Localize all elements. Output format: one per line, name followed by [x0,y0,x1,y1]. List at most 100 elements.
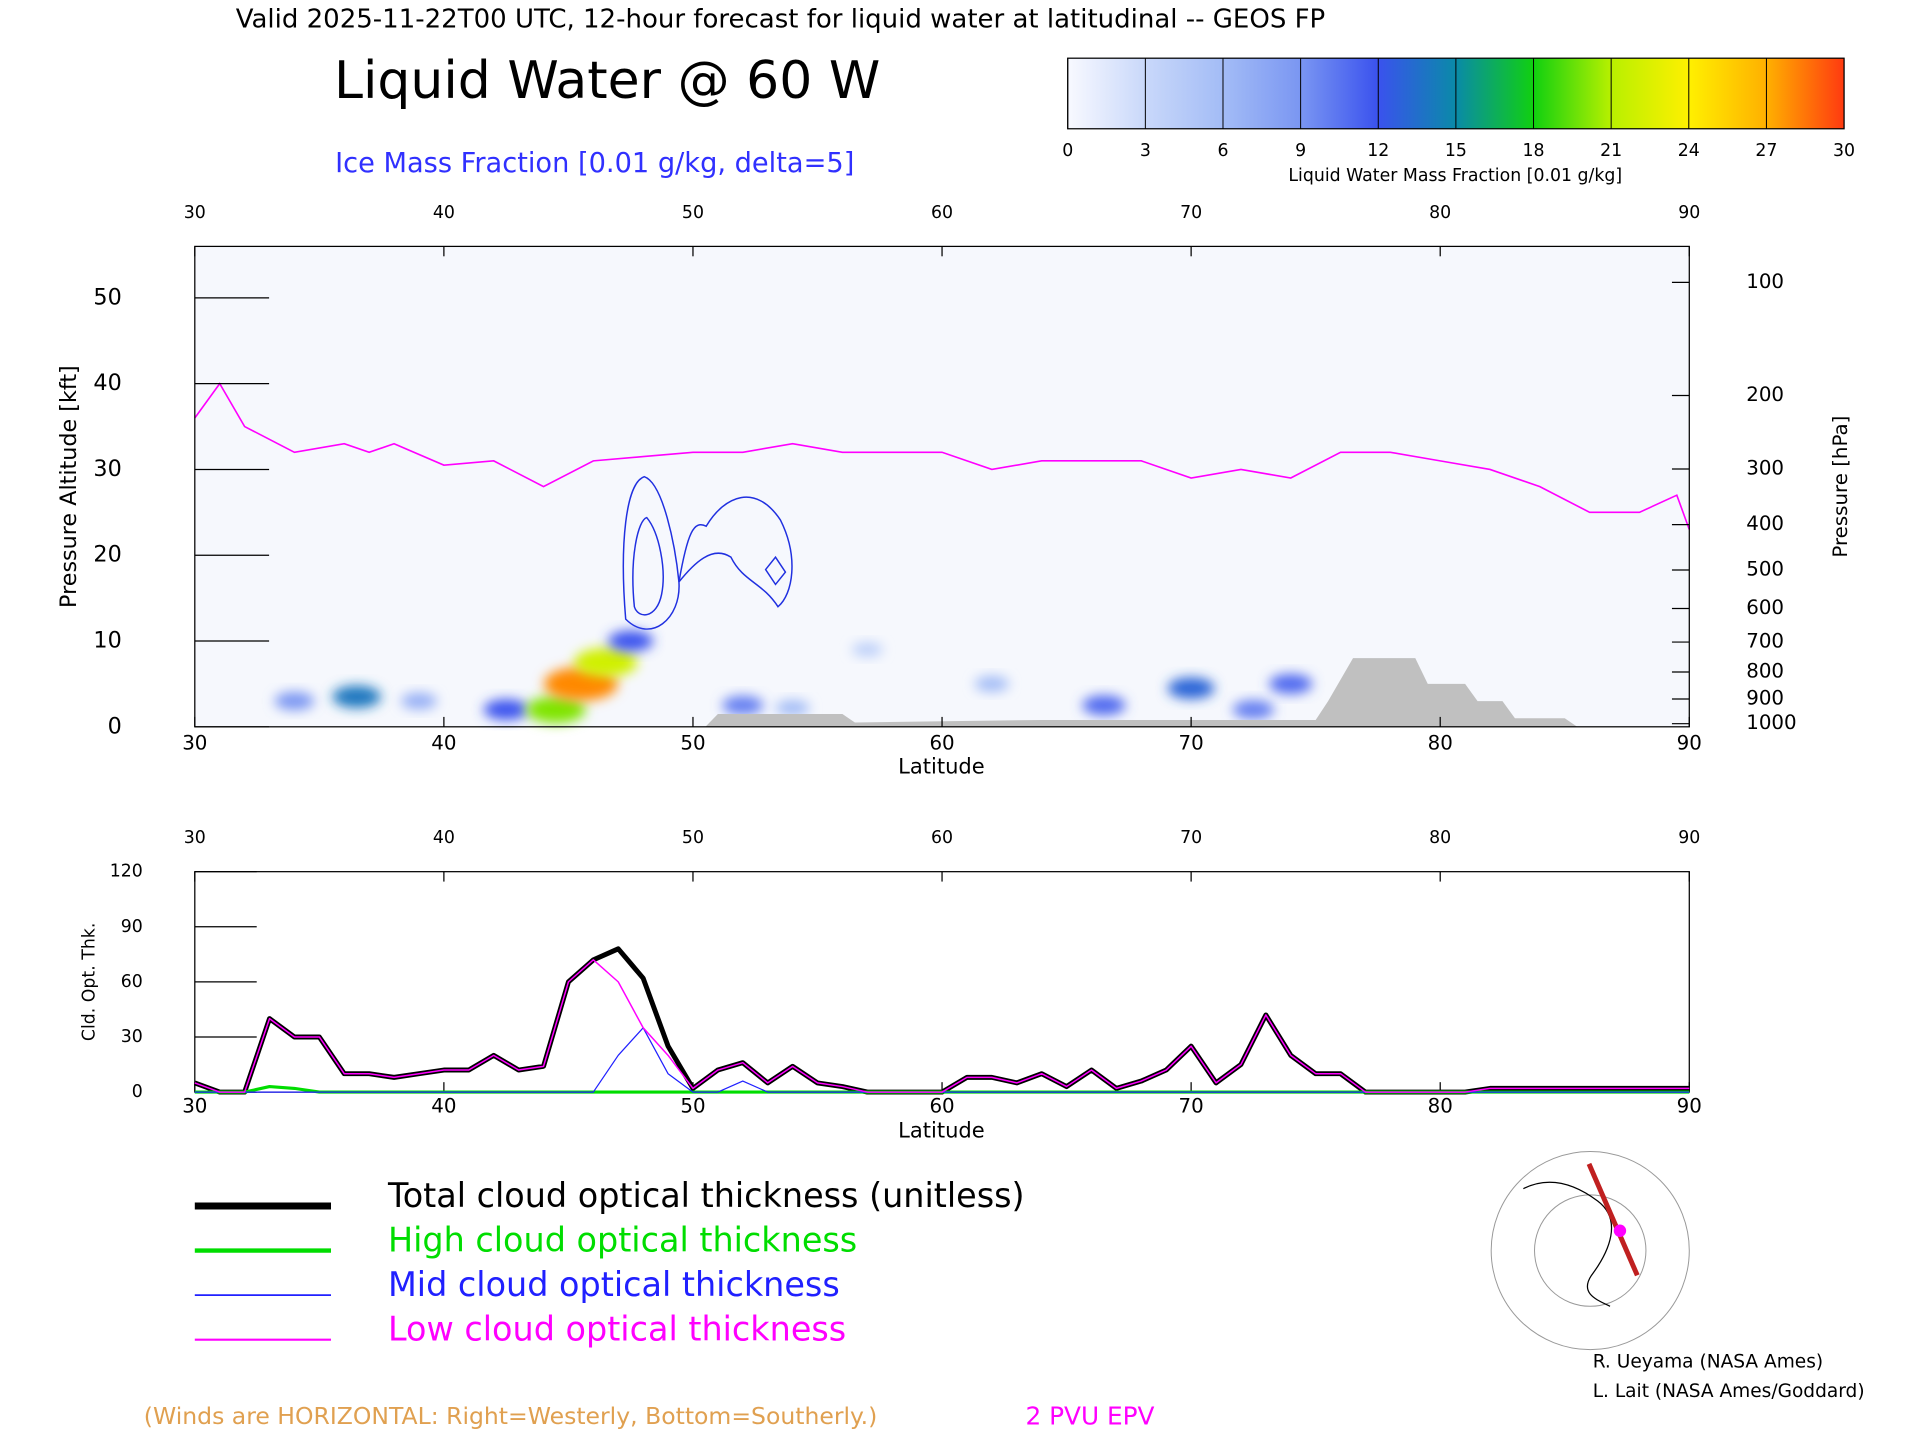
colorbar-tick-label: 27 [1755,141,1777,161]
x-tick-label: 90 [1677,732,1702,755]
y-tick-label: 20 [93,542,121,568]
x-tick-label-top: 50 [682,203,704,223]
x-tick-label: 90 [1677,1094,1702,1117]
x-tick-label: 80 [1428,1094,1453,1117]
legend: Total cloud optical thickness (unitless)… [194,1176,1025,1349]
liquid-water-cell [1269,673,1313,694]
x-tick-label: 30 [182,1094,207,1117]
series-line [193,946,1690,1095]
colorbar-label: Liquid Water Mass Fraction [0.01 g/kg] [1288,166,1622,186]
x-tick-label-top: 30 [184,828,206,848]
x-tick-label: 40 [431,732,456,755]
y-axis-title: Cld. Opt. Thk. [80,923,100,1042]
liquid-water-cell [1167,677,1215,699]
liquid-water-cell [526,696,586,724]
y2-tick-label: 200 [1746,383,1784,406]
y-tick-label: 60 [121,972,143,992]
legend-label: Total cloud optical thickness (unitless) [387,1176,1025,1215]
x-tick-label: 50 [680,1094,705,1117]
map-grid [1534,1194,1647,1307]
header-title: Valid 2025-11-22T00 UTC, 12-hour forecas… [236,4,1326,34]
optical-thickness-chart: 30 30 40 40 50 50 60 60 70 70 80 80 90 90 0 30 60 90 120 [110,828,1702,1117]
cross-section: 3030404050506060707080809090010203040501… [93,203,1796,755]
y-tick-label: 40 [93,370,121,396]
x-tick-label-top: 60 [931,203,953,223]
legend-label: Mid cloud optical thickness [388,1265,840,1304]
ice-contour [622,475,680,630]
terrain [194,658,1690,727]
y2-tick-label: 300 [1746,456,1784,479]
colorbar-tick-label: 9 [1295,141,1306,161]
y2-tick-label: 800 [1746,659,1784,682]
x-tick-label-top: 40 [433,203,455,223]
map-frame [1492,1161,1689,1310]
epv-label: 2 PVU EPV [1026,1402,1155,1431]
ice-contour [632,516,664,616]
y-tick-label: 10 [93,628,121,654]
y-axis-title: Pressure Altitude [kft] [56,365,82,608]
colorbar-tick-label: 18 [1522,141,1544,161]
colorbar-tick-label: 3 [1140,141,1151,161]
x-tick-label-top: 80 [1429,203,1451,223]
colorbar-tick-label: 30 [1833,141,1855,161]
x-tick-label-top: 80 [1429,828,1451,848]
y2-tick-label: 900 [1746,686,1784,709]
y-tick-label: 90 [121,917,143,937]
series-line [194,959,1690,1093]
x-tick-label: 60 [929,732,954,755]
x-axis-title: Latitude [898,1118,985,1143]
credit: L. Lait (NASA Ames/Goddard) [1593,1381,1865,1402]
y2-tick-label: 1000 [1746,711,1796,734]
colorbar-tick-label: 6 [1217,141,1228,161]
colorbar-tick-label: 15 [1445,141,1467,161]
ice-contours [622,475,793,630]
chart-title: Liquid Water @ 60 W [334,51,880,111]
liquid-water-cell [721,695,764,715]
y2-tick-label: 600 [1746,596,1784,619]
section-marker [1613,1224,1627,1237]
plot-frame [194,245,1690,728]
colorbar-tick-label: 21 [1600,141,1622,161]
legend-label: Low cloud optical thickness [388,1310,846,1349]
plot-frame [194,871,1690,1093]
x-tick-label: 60 [929,1094,954,1117]
y-tick-label: 30 [121,1027,143,1047]
x-tick-label: 50 [680,732,705,755]
section-line [1586,1162,1640,1277]
liquid-water-cell [851,642,883,657]
y-tick-label: 50 [93,284,121,310]
y-tick-label: 0 [132,1082,143,1102]
liquid-water-cell [332,685,382,708]
x-axis-title: Latitude [898,754,985,779]
wind-note: (Winds are HORIZONTAL: Right=Westerly, B… [144,1402,877,1430]
y-tick-label: 120 [110,862,143,882]
x-tick-label: 40 [431,1094,456,1117]
x-tick-label-top: 70 [1180,828,1202,848]
ice-contour [764,555,787,586]
x-tick-label: 70 [1179,1094,1204,1117]
liquid-water-cell [1082,695,1126,716]
colorbar-tick-label: 0 [1062,141,1073,161]
x-tick-label-top: 70 [1180,203,1202,223]
ice-contour [678,496,793,608]
epv-line [194,382,1691,530]
liquid-water-cell [775,700,810,716]
chart-subtitle: Ice Mass Fraction [0.01 g/kg, delta=5] [335,148,854,179]
y-tick-label: 30 [93,456,121,482]
liquid-water-cell [974,676,1010,692]
coastline [1523,1181,1613,1307]
x-tick-label-top: 60 [931,828,953,848]
colorbar-tick-label: 12 [1367,141,1389,161]
colorbar-tick-label: 24 [1678,141,1700,161]
x-tick-label-top: 40 [433,828,455,848]
liquid-water-cell [1232,700,1275,720]
y2-tick-label: 400 [1746,512,1784,535]
legend-label: High cloud optical thickness [388,1220,857,1259]
x-tick-label: 30 [182,732,207,755]
liquid-water-cell [400,692,438,710]
map-grid [1490,1151,1690,1351]
y2-axis-title: Pressure [hPa] [1829,416,1852,558]
plot-area [194,246,1690,727]
